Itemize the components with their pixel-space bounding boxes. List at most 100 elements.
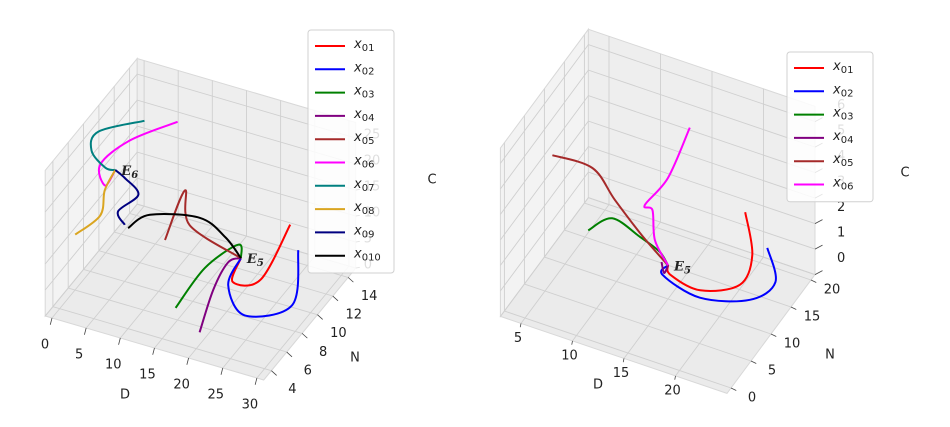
series-line (552, 154, 669, 266)
tick-mark (332, 295, 339, 302)
y-tick-label: 14 (361, 289, 378, 304)
tick-mark (750, 360, 757, 364)
legend-label: x04 (353, 106, 374, 124)
legend-label: x06 (353, 153, 374, 171)
x-tick-label: 5 (514, 331, 522, 346)
tick-mark (301, 333, 308, 339)
tick-mark (730, 387, 737, 391)
tick-mark (186, 357, 189, 365)
z-tick-label: 2 (837, 200, 845, 215)
y-axis-label: N (825, 348, 835, 363)
legend-label: x03 (832, 105, 853, 123)
legend-label: x07 (353, 176, 374, 194)
series-line (74, 169, 117, 236)
series-line (198, 257, 242, 333)
y-tick-label: 20 (824, 283, 841, 298)
tick-mark (814, 219, 823, 224)
series-line (666, 212, 754, 292)
series-line (164, 189, 242, 260)
grid-line (44, 177, 356, 291)
x-tick-label: 30 (242, 398, 259, 413)
axes-3d: 0510152025304681012140510152025DNCE6E5 (41, 57, 437, 413)
x-tick-label: 0 (41, 338, 49, 353)
legend-label: x08 (353, 200, 374, 218)
y-tick-label: 10 (784, 337, 801, 352)
y-tick-label: 4 (288, 382, 296, 397)
tick-mark (254, 377, 258, 385)
series-line (230, 224, 292, 287)
legend-label: x01 (353, 37, 374, 55)
z-tick-label: 1 (837, 226, 845, 241)
legend-label: x09 (353, 223, 374, 241)
annotation: E5 (673, 259, 691, 276)
grid-line (500, 95, 816, 215)
tick-mark (770, 333, 777, 337)
legend-label: x02 (832, 82, 853, 100)
tick-mark (814, 244, 823, 250)
tick-mark (271, 370, 277, 376)
y-tick-label: 10 (330, 326, 347, 341)
grid-line (500, 120, 816, 241)
x-tick-label: 10 (105, 358, 122, 373)
x-tick-label: 20 (664, 383, 681, 398)
series-line (89, 119, 145, 171)
legend: x01 x02 x03 x04 x05 x06 x07 x08 x09 x010 (307, 29, 395, 274)
legend-label: x05 (832, 152, 853, 170)
legend-box (307, 29, 395, 274)
tick-mark (674, 375, 676, 380)
z-axis-label: C (900, 166, 909, 181)
tick-mark (84, 327, 87, 335)
x-axis-label: D (593, 378, 603, 393)
x-tick-label: 20 (173, 378, 190, 393)
legend-label: x04 (832, 128, 853, 146)
series-line (227, 249, 300, 318)
grid-line (500, 69, 816, 190)
series-line (643, 127, 691, 266)
tick-mark (152, 347, 155, 355)
series-line (127, 213, 242, 259)
tick-mark (810, 279, 817, 283)
y-tick-label: 5 (768, 364, 776, 379)
x-axis-label: D (120, 388, 130, 403)
x-tick-label: 15 (139, 368, 156, 383)
grid-line (44, 203, 356, 317)
legend-label: x05 (353, 130, 374, 148)
annotation: E6 (120, 164, 138, 181)
legend-label: x02 (353, 60, 374, 78)
legend-label: x03 (353, 83, 374, 101)
tick-mark (347, 277, 354, 283)
x-tick-label: 10 (561, 348, 578, 363)
tick-mark (317, 314, 323, 320)
grid-line (44, 125, 356, 239)
grid-line (44, 73, 356, 187)
tick-mark (519, 323, 522, 328)
y-tick-label: 12 (345, 308, 362, 323)
series-line (174, 243, 243, 309)
tick-mark (622, 358, 625, 363)
legend-label: x01 (832, 59, 853, 77)
y-tick-label: 0 (748, 391, 756, 406)
y-tick-label: 6 (304, 364, 312, 379)
annotation: E5 (246, 252, 264, 269)
legend-label: x010 (353, 246, 381, 264)
axes-3d: 5101520051015200123456DNCE5 (499, 27, 910, 406)
grid-line (44, 151, 356, 265)
tick-mark (118, 337, 121, 345)
tick-mark (790, 306, 797, 310)
legend-label: x06 (832, 175, 853, 193)
legend-box (786, 51, 874, 203)
grid-line (500, 146, 816, 266)
grid-line (500, 197, 816, 317)
tick-mark (220, 367, 224, 375)
y-tick-label: 8 (319, 345, 327, 360)
tick-mark (571, 340, 573, 345)
tick-mark (814, 270, 823, 275)
x-tick-label: 25 (207, 388, 224, 403)
x-tick-label: 5 (75, 348, 83, 363)
series-line (660, 261, 669, 275)
series-line (114, 169, 140, 226)
grid-line (500, 171, 816, 292)
tick-mark (49, 317, 53, 325)
